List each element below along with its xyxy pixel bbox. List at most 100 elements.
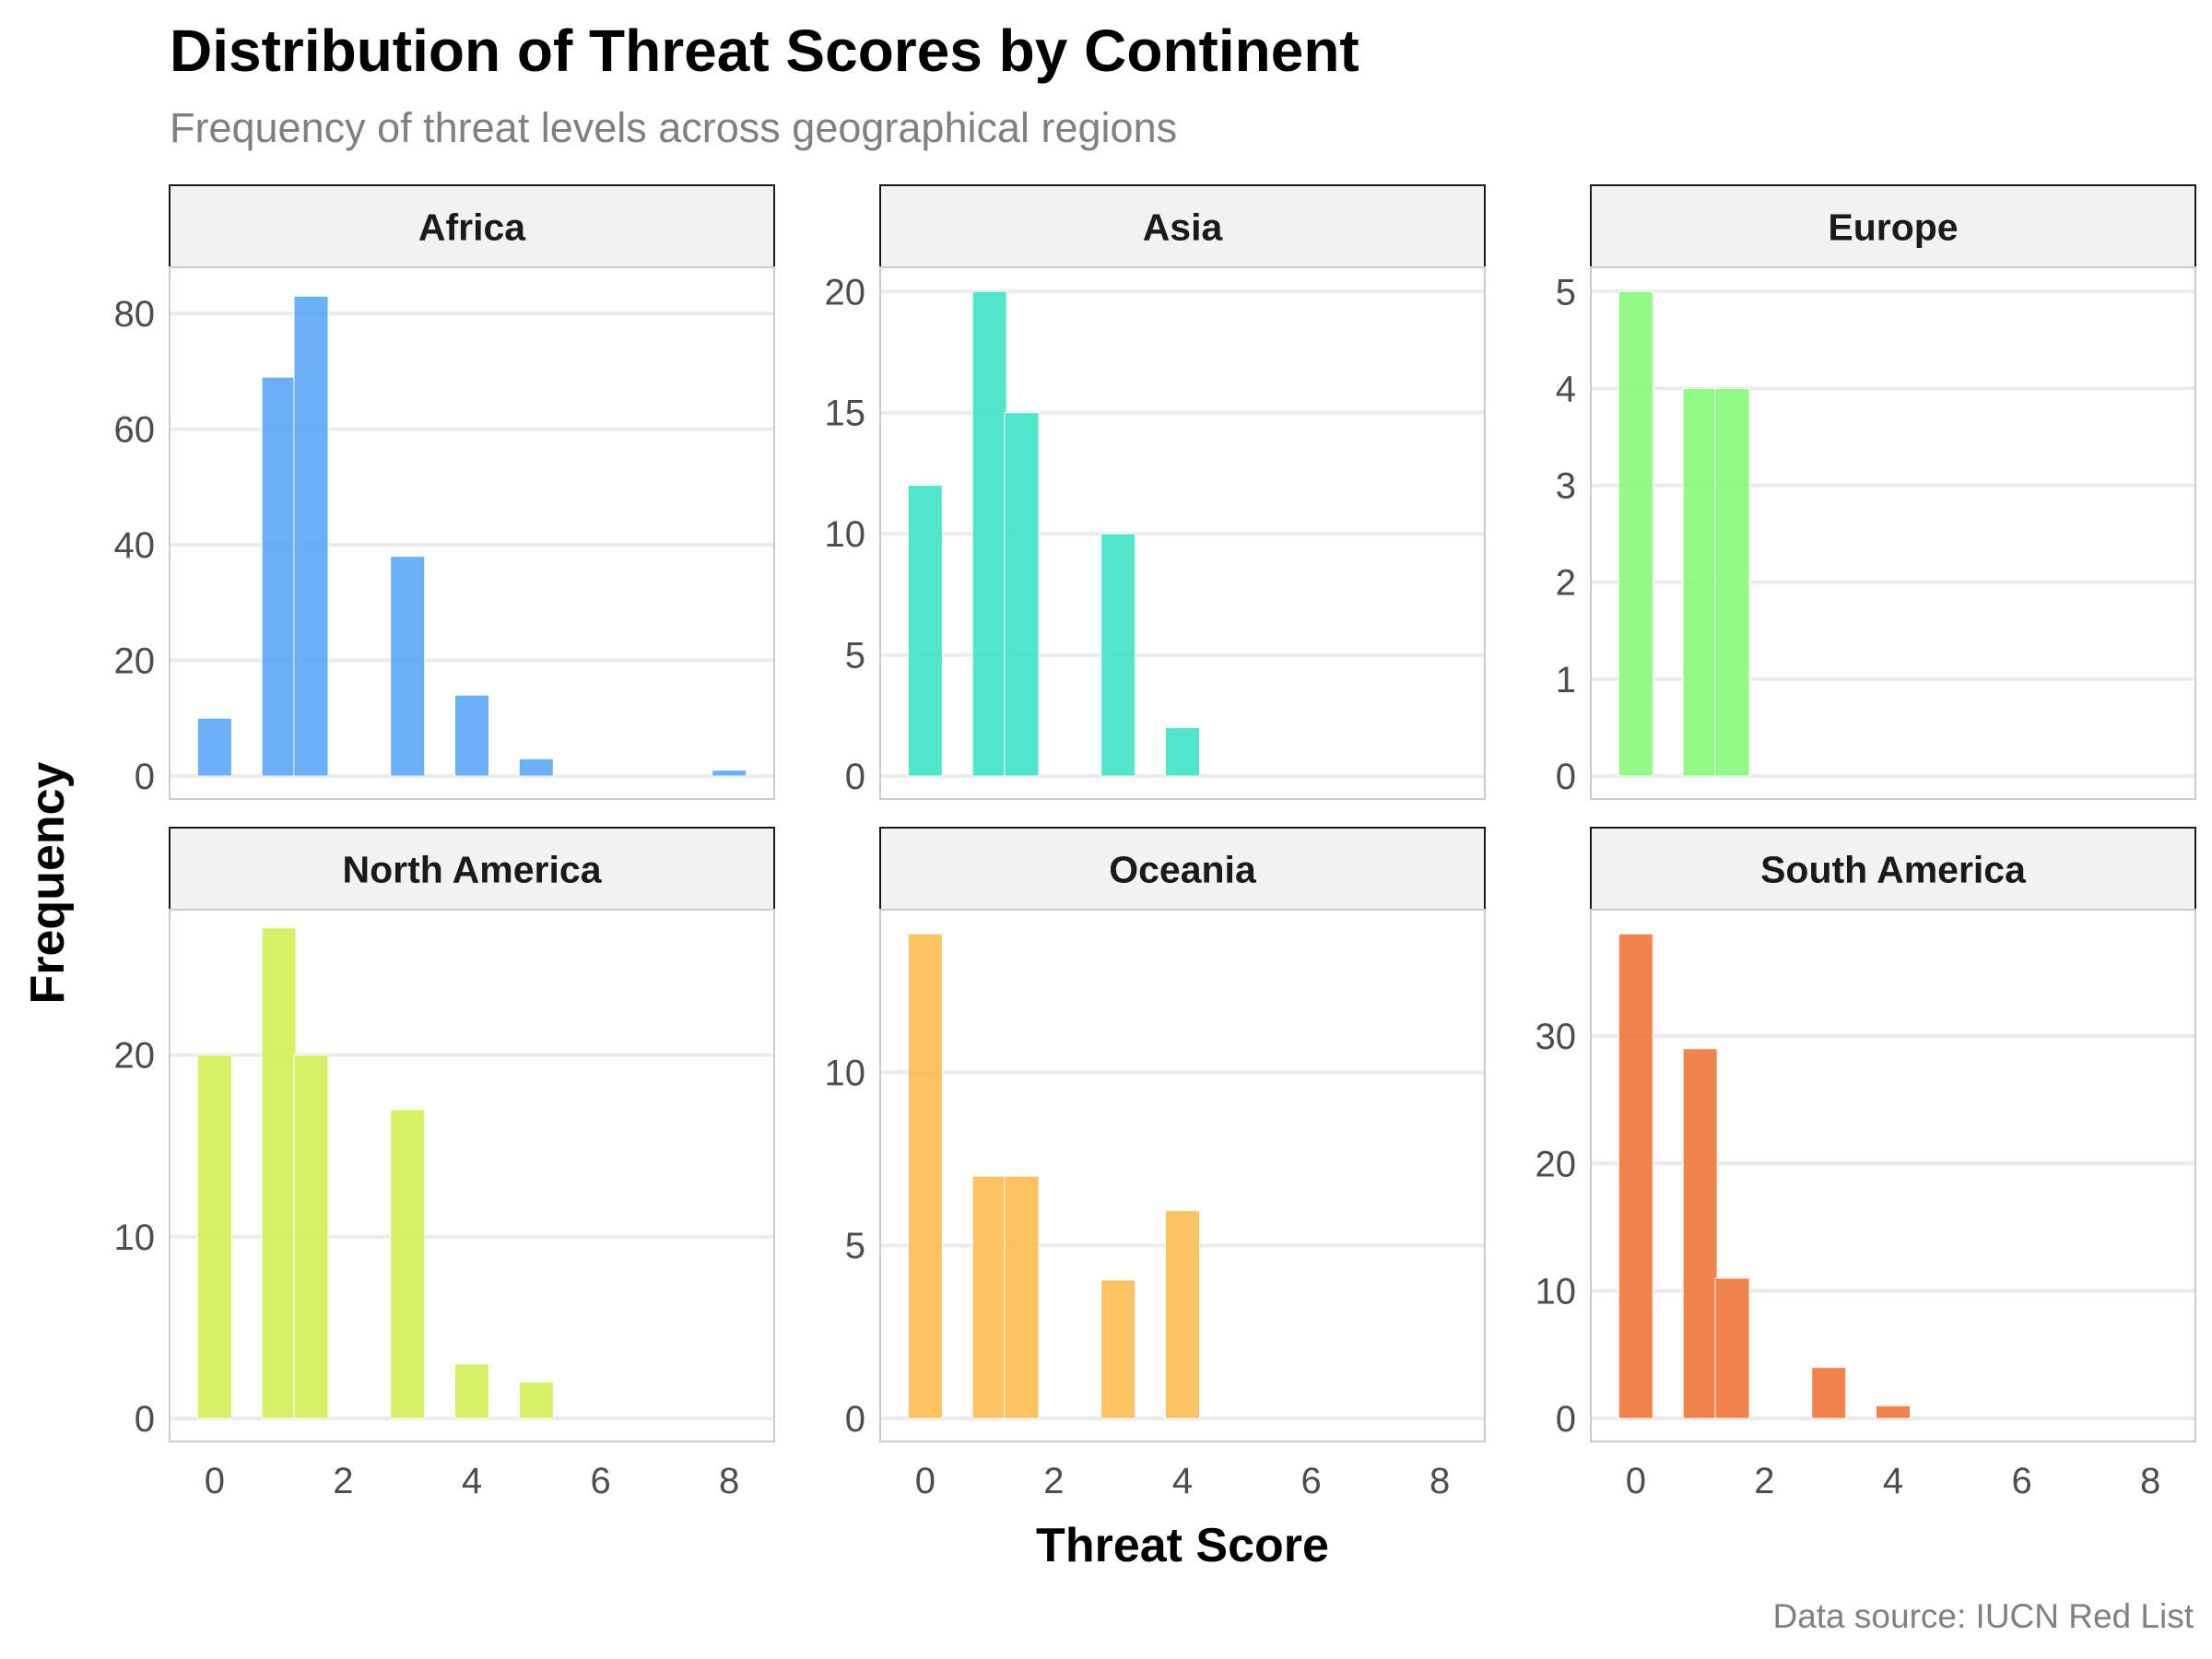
x-tick-label: 2 bbox=[1043, 1461, 1064, 1501]
x-tick-label: 0 bbox=[205, 1461, 225, 1501]
bar bbox=[1100, 533, 1136, 777]
bar bbox=[971, 1175, 1007, 1419]
x-tick-label: 8 bbox=[1430, 1461, 1450, 1501]
bar bbox=[712, 770, 747, 777]
panel-border bbox=[169, 266, 775, 800]
panel-south-america: South America 0 10 20 30 0 2 4 6 8 bbox=[1535, 827, 2196, 1501]
facet-strip bbox=[169, 827, 775, 911]
y-tick-label: 20 bbox=[1535, 1144, 1577, 1184]
x-tick-label: 2 bbox=[333, 1461, 353, 1501]
bar bbox=[196, 717, 232, 777]
panel-border bbox=[1590, 266, 2196, 800]
facet-strip bbox=[169, 184, 775, 268]
bar bbox=[1682, 1048, 1718, 1419]
bar bbox=[390, 556, 426, 777]
facet-label: Oceania bbox=[1109, 849, 1257, 891]
x-tick-label: 4 bbox=[1172, 1461, 1193, 1501]
panel-africa: Africa 0 20 40 60 80 bbox=[114, 184, 775, 800]
x-tick-label: 0 bbox=[915, 1461, 935, 1501]
y-tick-label: 2 bbox=[1556, 563, 1576, 604]
x-tick-label: 2 bbox=[1754, 1461, 1774, 1501]
chart-title: Distribution of Threat Scores by Contine… bbox=[170, 18, 1359, 84]
x-tick-label: 8 bbox=[719, 1461, 739, 1501]
facet-label: Africa bbox=[418, 206, 526, 249]
bar bbox=[907, 485, 943, 777]
y-tick-label: 40 bbox=[114, 525, 156, 566]
y-tick-label: 5 bbox=[845, 636, 865, 677]
x-tick-label: 6 bbox=[2011, 1461, 2031, 1501]
chart-caption: Data source: IUCN Red List bbox=[1772, 1597, 2194, 1635]
bar bbox=[971, 290, 1007, 777]
y-tick-label: 10 bbox=[1535, 1272, 1577, 1312]
y-tick-label: 80 bbox=[114, 294, 156, 335]
x-tick-label: 6 bbox=[1300, 1461, 1321, 1501]
y-tick-label: 10 bbox=[825, 514, 866, 555]
y-tick-label: 0 bbox=[1556, 1399, 1576, 1440]
panel-asia: Asia 0 5 10 15 20 bbox=[825, 184, 1486, 800]
facet-label: North America bbox=[343, 849, 603, 891]
y-tick-label: 0 bbox=[845, 1399, 865, 1440]
bar bbox=[1165, 1210, 1200, 1419]
y-tick-label: 3 bbox=[1556, 466, 1576, 507]
y-tick-label: 60 bbox=[114, 410, 156, 451]
y-tick-label: 1 bbox=[1556, 660, 1576, 700]
bar bbox=[907, 933, 943, 1419]
panel-north-america: North America 0 10 20 0 2 4 6 8 bbox=[114, 827, 775, 1501]
y-tick-label: 0 bbox=[845, 757, 865, 797]
bar bbox=[1876, 1405, 1911, 1419]
y-tick-label: 0 bbox=[135, 1399, 155, 1440]
x-tick-label: 0 bbox=[1626, 1461, 1646, 1501]
y-tick-label: 0 bbox=[135, 757, 155, 797]
facet-label: Asia bbox=[1143, 206, 1224, 249]
y-tick-label: 4 bbox=[1556, 369, 1576, 409]
panel-border bbox=[1590, 909, 2196, 1442]
bar bbox=[196, 1054, 232, 1419]
panel-border bbox=[879, 266, 1486, 800]
bar bbox=[293, 1054, 329, 1419]
bar bbox=[1682, 387, 1718, 777]
bar bbox=[454, 694, 489, 777]
facet-label: Europe bbox=[1828, 206, 1958, 249]
facet-label: South America bbox=[1760, 849, 2027, 891]
facet-strip bbox=[1590, 184, 2196, 268]
chart-subtitle: Frequency of threat levels across geogra… bbox=[170, 104, 1178, 151]
bar bbox=[454, 1363, 489, 1419]
bar bbox=[1714, 1277, 1750, 1419]
bar bbox=[1165, 726, 1200, 777]
bar bbox=[1004, 1175, 1040, 1419]
y-tick-label: 10 bbox=[114, 1218, 156, 1258]
y-tick-label: 10 bbox=[825, 1053, 866, 1093]
y-tick-label: 30 bbox=[1535, 1017, 1577, 1057]
bar bbox=[1811, 1367, 1847, 1419]
bar bbox=[1100, 1279, 1136, 1419]
x-tick-label: 4 bbox=[462, 1461, 482, 1501]
x-tick-label: 4 bbox=[1883, 1461, 1903, 1501]
y-tick-label: 20 bbox=[114, 1036, 156, 1077]
bar bbox=[518, 758, 554, 777]
panel-europe: Europe 0 1 2 3 4 5 bbox=[1556, 184, 2196, 800]
bar bbox=[1618, 290, 1653, 777]
y-tick-label: 0 bbox=[1556, 757, 1576, 797]
bar bbox=[390, 1109, 426, 1419]
y-tick-label: 15 bbox=[825, 394, 866, 434]
y-tick-label: 20 bbox=[114, 641, 156, 682]
x-tick-label: 8 bbox=[2140, 1461, 2160, 1501]
bar bbox=[1004, 412, 1040, 777]
bar bbox=[1618, 933, 1653, 1419]
facet-strip bbox=[879, 827, 1486, 911]
bar bbox=[518, 1382, 554, 1419]
panel-oceania: Oceania 0 5 10 0 2 4 6 8 bbox=[825, 827, 1486, 1501]
facet-strip bbox=[879, 184, 1486, 268]
panel-border bbox=[169, 909, 775, 1442]
bar bbox=[261, 927, 297, 1419]
panel-border bbox=[879, 909, 1486, 1442]
x-axis-title: Threat Score bbox=[1036, 1519, 1329, 1572]
y-tick-label: 20 bbox=[825, 272, 866, 312]
bar bbox=[293, 295, 329, 777]
bar bbox=[261, 376, 297, 777]
facet-strip bbox=[1590, 827, 2196, 911]
y-tick-label: 5 bbox=[1556, 272, 1576, 312]
bar bbox=[1714, 387, 1750, 777]
x-tick-label: 6 bbox=[590, 1461, 610, 1501]
